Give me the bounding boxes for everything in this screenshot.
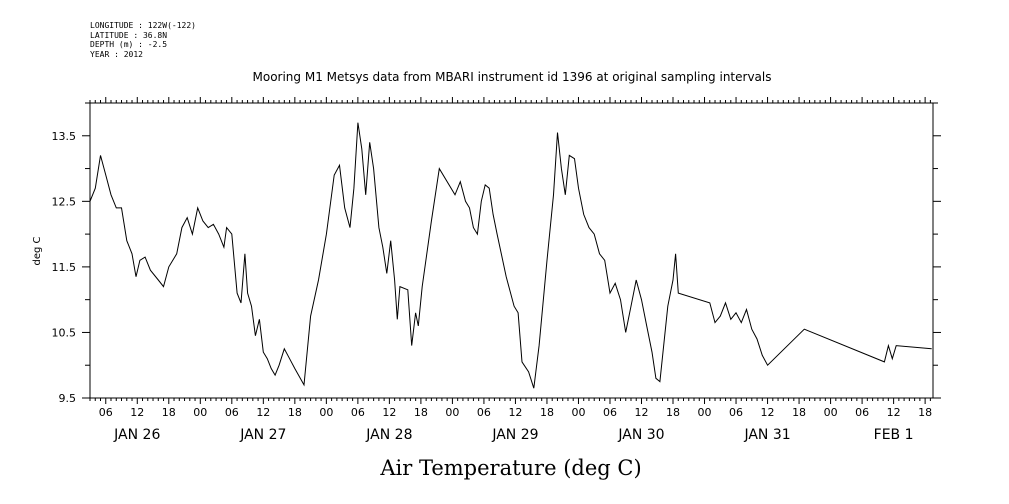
x-tick-label: 18 <box>288 406 302 419</box>
metadata-block: LONGITUDE : 122W(-122) LATITUDE : 36.8N … <box>90 21 196 59</box>
day-label: JAN 31 <box>743 427 790 443</box>
x-tick-label: 00 <box>698 406 712 419</box>
y-tick-label: 10.5 <box>52 326 77 339</box>
depth-label: DEPTH (m) : -2.5 <box>90 40 168 49</box>
y-tick-label: 12.5 <box>52 195 77 208</box>
x-tick-label: 06 <box>855 406 869 419</box>
x-tick-label: 12 <box>382 406 396 419</box>
x-tick-label: 12 <box>761 406 775 419</box>
longitude-label: LONGITUDE : 122W(-122) <box>90 21 196 30</box>
x-tick-label: 12 <box>130 406 144 419</box>
x-tick-label: 18 <box>540 406 554 419</box>
y-tick-label: 9.5 <box>59 392 77 405</box>
axis-ticks <box>82 97 941 404</box>
x-tick-label: 00 <box>571 406 585 419</box>
y-tick-label: 13.5 <box>52 130 77 143</box>
day-label: JAN 28 <box>365 427 412 443</box>
x-tick-label: 18 <box>162 406 176 419</box>
y-axis-label: deg C <box>32 236 43 265</box>
x-tick-label: 00 <box>193 406 207 419</box>
latitude-label: LATITUDE : 36.8N <box>90 30 168 40</box>
day-label: JAN 29 <box>491 427 538 443</box>
day-label: JAN 27 <box>239 427 286 443</box>
x-tick-label: 06 <box>351 406 365 419</box>
x-tick-label: 00 <box>319 406 333 419</box>
x-tick-labels: 06 12 18 00 06 12 18 00 06 12 18 00 06 12 18 00 06 12 18 00… <box>99 406 932 419</box>
x-tick-label: 00 <box>445 406 459 419</box>
plot-frame <box>89 102 934 399</box>
temperature-series-line <box>89 122 932 389</box>
x-tick-label: 12 <box>634 406 648 419</box>
day-label: JAN 26 <box>113 427 160 443</box>
x-tick-label: 18 <box>918 406 932 419</box>
x-tick-label: 06 <box>99 406 113 419</box>
x-tick-label: 18 <box>666 406 680 419</box>
x-axis-label: Air Temperature (deg C) <box>379 456 641 480</box>
day-labels: JAN 26 JAN 27 JAN 28 JAN 29 JAN 30 JAN 31 FEB … <box>113 427 913 443</box>
x-tick-label: 12 <box>508 406 522 419</box>
x-tick-label: 06 <box>729 406 743 419</box>
chart-title: Mooring M1 Metsys data from MBARI instru… <box>253 70 772 84</box>
x-tick-label: 18 <box>792 406 806 419</box>
x-tick-label: 00 <box>824 406 838 419</box>
day-label: JAN 30 <box>617 427 664 443</box>
y-tick-label: 11.5 <box>52 261 77 274</box>
day-label: FEB 1 <box>874 427 914 443</box>
x-tick-label: 06 <box>477 406 491 419</box>
x-tick-label: 06 <box>225 406 239 419</box>
x-tick-label: 06 <box>603 406 617 419</box>
x-tick-label: 12 <box>887 406 901 419</box>
year-label: YEAR : 2012 <box>90 49 143 59</box>
x-tick-label: 12 <box>256 406 270 419</box>
x-tick-label: 18 <box>414 406 428 419</box>
y-tick-labels: 9.5 10.5 11.5 12.5 13.5 <box>52 130 77 405</box>
